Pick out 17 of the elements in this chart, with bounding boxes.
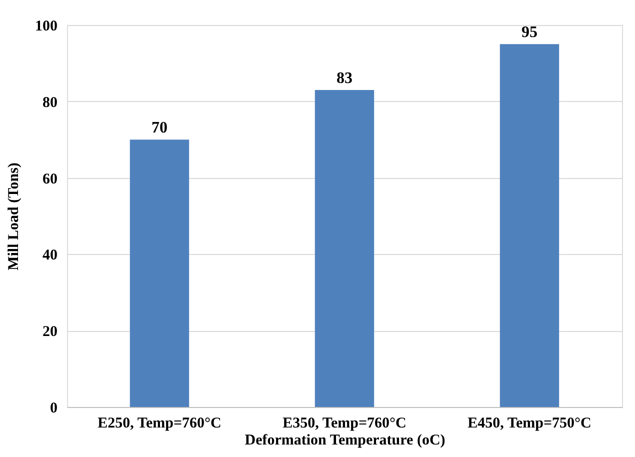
data-label: 83 [336, 70, 352, 87]
y-axis-title: Mill Load (Tons) [6, 162, 22, 270]
y-tick-label: 40 [42, 248, 58, 264]
y-tick-label: 20 [42, 324, 58, 340]
x-tick-label: E350, Temp=760°C [282, 416, 406, 432]
y-tick-label: 60 [42, 171, 58, 188]
y-tick-label: 0 [50, 400, 58, 416]
bar [130, 140, 190, 407]
x-tick-label: E250, Temp=760°C [98, 416, 222, 432]
bar [500, 44, 560, 407]
y-tick-label: 100 [35, 18, 58, 34]
bar [314, 90, 374, 407]
x-tick-label: E450, Temp=750°C [468, 416, 592, 432]
x-axis-title: Deformation Temperature (oC) [244, 432, 446, 448]
y-tick-label: 80 [42, 94, 58, 111]
data-label: 95 [522, 24, 538, 42]
data-label: 70 [152, 120, 168, 137]
